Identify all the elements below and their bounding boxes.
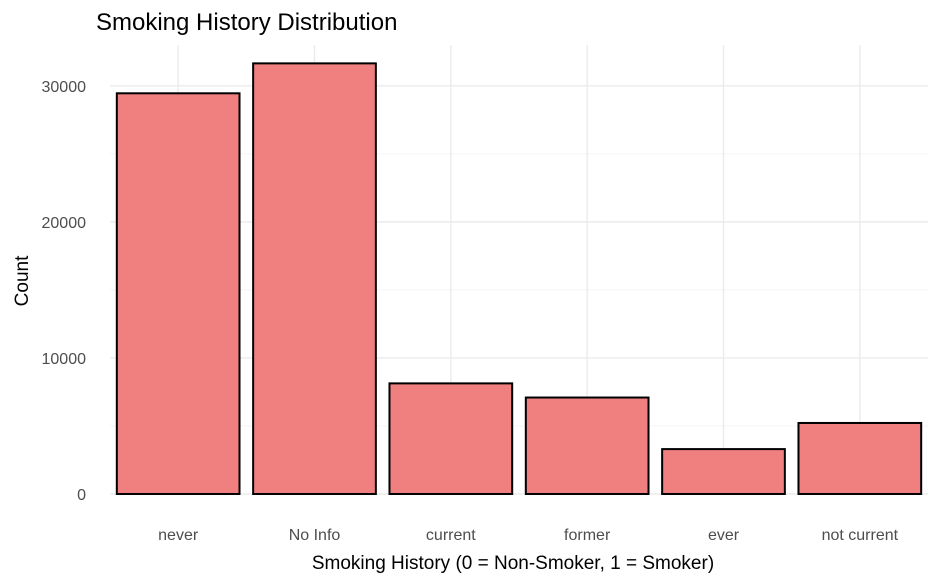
bar-former [524,396,650,495]
bar-ever [661,448,786,496]
grid-lines [110,45,928,495]
y-tick-label: 0 [77,487,86,504]
bar-never [115,92,241,495]
y-axis-title: Count [12,255,33,306]
x-tick-label: former [564,527,611,544]
x-tick-label: No Info [289,527,341,544]
bars [115,62,923,496]
bar-no-info [252,62,377,495]
bar-not-current [797,421,923,495]
chart-title: Smoking History Distribution [96,9,397,36]
y-tick-label: 30000 [42,79,87,96]
x-axis-ticks: never No Info current former ever not current [158,527,898,544]
x-axis-title: Smoking History (0 = Non-Smoker, 1 = Smo… [312,553,714,574]
y-tick-label: 20000 [42,215,87,232]
x-tick-label: current [426,527,476,544]
bar-current [388,382,514,495]
y-tick-label: 10000 [42,351,87,368]
x-tick-label: never [158,527,199,544]
x-tick-label: not current [822,527,899,544]
x-tick-label: ever [708,527,740,544]
y-axis-ticks: 0 10000 20000 30000 [42,79,87,504]
